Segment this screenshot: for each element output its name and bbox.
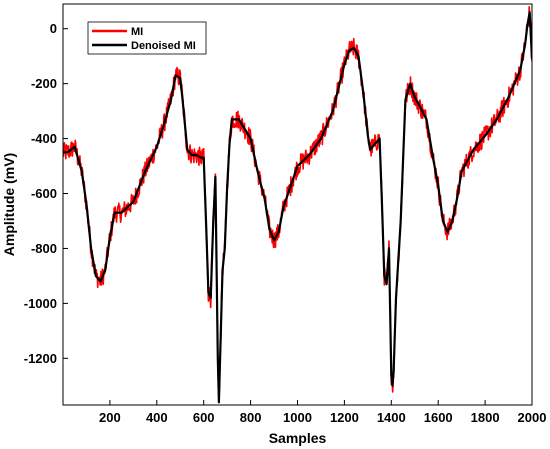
x-tick-label: 1400 xyxy=(377,410,406,425)
x-tick-label: 400 xyxy=(146,410,168,425)
x-tick-label: 200 xyxy=(99,410,121,425)
x-tick-label: 2000 xyxy=(518,410,547,425)
legend-box xyxy=(87,21,207,55)
y-tick-label: -800 xyxy=(31,241,57,256)
legend-label-denoised-mi: Denoised MI xyxy=(131,40,196,52)
x-tick-label: 1600 xyxy=(424,410,453,425)
x-tick-label: 1000 xyxy=(283,410,312,425)
x-axis-title: Samples xyxy=(269,430,327,446)
y-tick-label: -600 xyxy=(31,186,57,201)
x-tick-label: 600 xyxy=(193,410,215,425)
y-tick-label: -1200 xyxy=(24,351,57,366)
x-axis: 200 400 600 800 1000 1200 1400 1600 1800 2000 xyxy=(99,400,546,425)
y-axis: 0 -200 -400 -600 -800 -1000 -1200 xyxy=(24,21,68,366)
y-tick-label: 0 xyxy=(50,21,57,36)
series-layer xyxy=(63,6,532,404)
y-axis-title: Amplitude (mV) xyxy=(1,153,17,256)
y-tick-label: -200 xyxy=(31,76,57,91)
x-tick-label: 1800 xyxy=(471,410,500,425)
y-tick-label: -400 xyxy=(31,131,57,146)
x-tick-label: 800 xyxy=(240,410,262,425)
legend-label-mi: MI xyxy=(131,26,143,38)
x-tick-label: 1200 xyxy=(330,410,359,425)
legend: MI Denoised MI xyxy=(87,21,207,55)
series-line-denoised-mi xyxy=(63,11,532,404)
y-tick-label: -1000 xyxy=(24,296,57,311)
